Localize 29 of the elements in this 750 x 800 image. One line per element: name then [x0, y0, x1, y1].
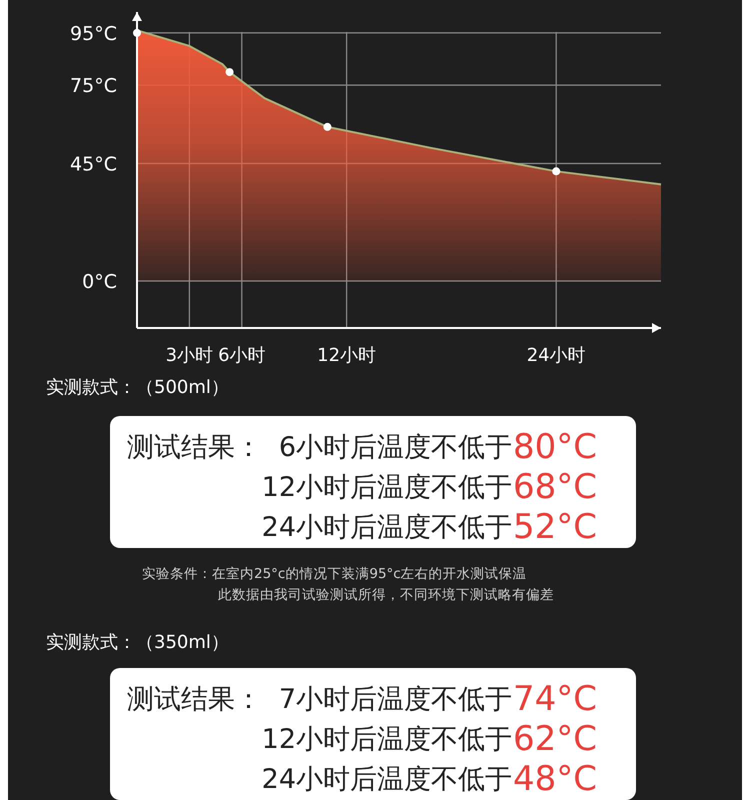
text: 12小时后温度不低于: [262, 472, 512, 503]
x-tick-label: 24小时: [526, 345, 586, 366]
text: 48°C: [513, 759, 598, 799]
point: [323, 122, 332, 131]
text: 此数据由我司试验测试所得，不同环境下测试略有偏差: [218, 587, 554, 603]
text: 测试结果：: [127, 432, 262, 463]
text: 实测款式：（500ml）: [46, 377, 229, 398]
text: 74°C: [513, 679, 598, 719]
x-tick-label: 3小时: [166, 345, 214, 366]
text: 24小时后温度不低于: [262, 512, 512, 543]
text: 62°C: [513, 719, 598, 759]
text: 6小时后温度不低于: [278, 432, 512, 463]
point: [552, 167, 560, 176]
text: 80°C: [513, 427, 598, 467]
text: 实测款式：（350ml）: [46, 632, 229, 653]
y-tick-label: 45°C: [70, 153, 117, 176]
x-tick-label: 6小时: [218, 345, 266, 366]
point: [226, 68, 234, 76]
text: 68°C: [513, 467, 598, 507]
text: 12小时后温度不低于: [262, 724, 512, 755]
text: 7小时后温度不低于: [278, 684, 512, 715]
y-tick-label: 95°C: [70, 22, 117, 45]
y-tick-label: 0°C: [82, 270, 117, 293]
text: 实验条件：在室内25°c的情况下装满95°c左右的开水测试保温: [142, 566, 527, 582]
x-tick-label: 12小时: [317, 345, 376, 366]
y-tick-label: 75°C: [70, 75, 117, 98]
text: 52°C: [513, 507, 598, 547]
text: 测试结果：: [127, 684, 262, 715]
text: 24小时后温度不低于: [262, 764, 512, 795]
